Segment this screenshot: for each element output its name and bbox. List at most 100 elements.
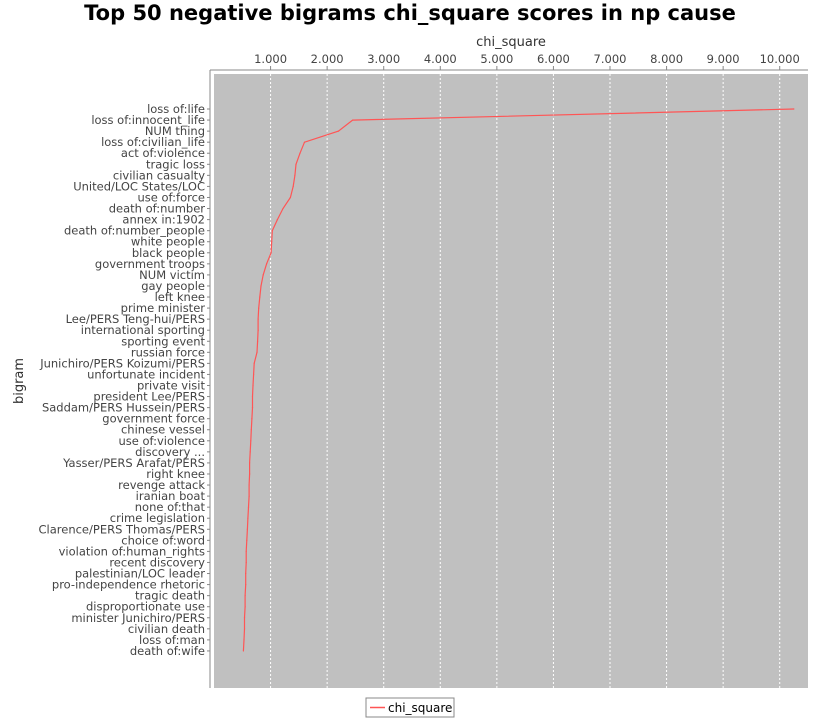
y-tick-label: prime minister [121,301,206,315]
legend: chi_square [365,697,455,718]
data-point [249,473,251,475]
data-point [271,241,273,243]
data-point [289,196,291,199]
y-tick-label: Clarence/PERS Thomas/PERS [39,522,206,536]
y-tick-label: black people [132,246,205,260]
series-line [242,108,794,651]
y-tick-label: loss of:life [147,102,205,116]
y-tick-label: death of:wife [130,644,205,658]
y-tick-label: loss of:innocent_life [91,113,205,127]
y-tick-label: Yasser/PERS Arafat/PERS [62,456,205,470]
y-tick-label: none of:that [135,500,206,514]
data-point [252,384,254,387]
y-tick-label: discovery ... [135,445,205,459]
x-tick-label: 8.000 [650,52,683,66]
x-tick-label: 7.000 [594,52,627,66]
data-point [246,539,248,541]
data-point [282,207,284,210]
data-point [257,329,259,331]
data-point [793,108,795,110]
y-tick-label: recent discovery [109,555,205,569]
legend-label: chi_square [388,701,452,715]
data-point [337,130,340,132]
y-tick-label: loss of:civilian_life [101,135,205,149]
data-point [250,440,252,442]
data-point [245,572,247,575]
x-tick-label: 2.000 [311,52,344,66]
data-point [294,174,296,176]
y-axis-label: bigram [12,358,27,404]
data-point [247,517,249,519]
data-point [256,351,258,353]
data-point [251,407,254,409]
y-tick-label: United/LOC States/LOC [73,179,205,193]
y-tick-label: white people [131,235,205,249]
y-tick-label: president Lee/PERS [93,390,205,404]
y-tick-label: annex in:1902 [122,213,205,227]
x-tick-label: 1.000 [254,52,287,66]
data-point [251,395,254,398]
y-tick-label: violation of:human_rights [59,544,205,558]
y-tick-label: palestinian/LOC leader [75,567,205,581]
y-tick-label: Lee/PERS Teng-hui/PERS [66,312,205,326]
data-point [352,119,354,121]
y-tick-label: sporting event [121,334,205,348]
y-tick-label: use of:violence [118,434,205,448]
y-tick-label: NUM thing [145,124,205,138]
y-tick-label: Junichiro/PERS Koizumi/PERS [39,356,205,370]
y-tick-label: tragic loss [146,157,205,171]
y-tick-label: private visit [137,379,206,393]
y-tick-label: tragic death [135,589,205,603]
data-point [266,263,268,265]
data-point [259,296,261,298]
data-point [246,528,248,530]
data-point [262,274,264,276]
y-tick-label: government force [102,412,205,426]
legend-box [365,697,455,718]
x-tick-label: 4.000 [424,52,457,66]
data-point [256,340,259,342]
y-tick-label: iranian boat [136,489,206,503]
x-tick-label: 5.000 [480,52,513,66]
y-tick-label: civilian death [128,622,205,636]
data-point [242,650,245,652]
data-point [247,506,250,508]
data-point [244,595,246,597]
data-point [245,583,247,586]
data-point [245,550,247,553]
data-point [260,285,262,287]
data-point [249,451,251,453]
y-tick-label: government troops [95,257,205,271]
y-tick-label: right knee [146,467,205,481]
data-point [248,484,250,486]
data-point [258,307,260,309]
chart-title: Top 50 negative bigrams chi_square score… [84,1,736,25]
data-point [249,462,251,464]
x-axis-label: chi_square [476,35,546,50]
x-tick-label: 10.000 [760,52,800,66]
y-tick-label: crime legislation [110,511,205,525]
y-tick-label: use of:force [137,190,205,204]
data-point [244,606,246,608]
data-point [303,141,306,143]
data-point [270,252,272,254]
y-tick-label: loss of:man [139,633,205,647]
y-tick-label: choice of:word [121,533,205,547]
data-point [299,152,301,154]
y-tick-label: NUM victim [139,268,205,282]
y-tick-label: revenge attack [118,478,205,492]
data-point [253,373,255,376]
data-point [257,318,259,320]
y-tick-label: international sporting [81,323,205,337]
x-tick-label: 3.000 [367,52,400,66]
data-point [276,219,278,221]
data-point [295,163,297,165]
data-point [292,185,294,188]
y-tick-label: left knee [155,290,205,304]
plot-area-group: 1.000 2.000 3.000 4.000 5.000 6.000 7.000 8.000… [39,52,808,688]
data-point [253,362,255,364]
y-tick-label: act of:violence [121,146,205,160]
y-tick-label: chinese vessel [121,423,205,437]
plot-area [214,74,808,688]
